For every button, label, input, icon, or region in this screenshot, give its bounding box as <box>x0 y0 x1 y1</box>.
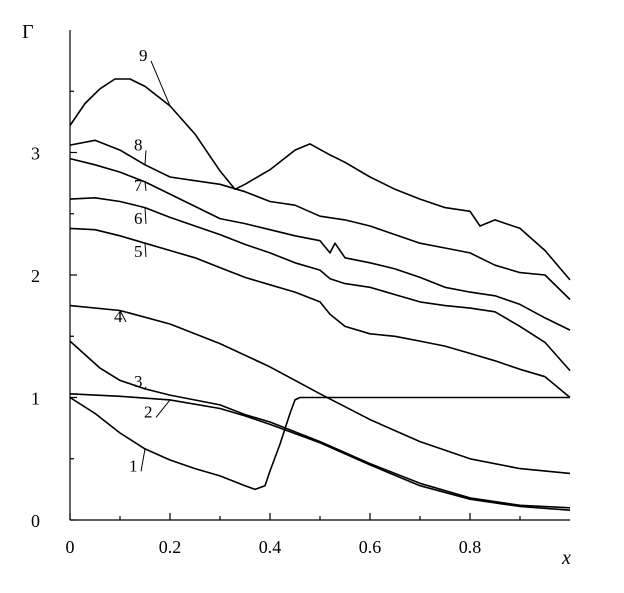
curve-6-leader <box>144 207 147 224</box>
curve-8-label: 8 <box>134 135 143 154</box>
curve-8-leader <box>144 150 147 165</box>
curve-9-label: 9 <box>139 46 148 65</box>
curve-1 <box>69 396 570 491</box>
y-tick-label: 2 <box>31 266 40 286</box>
curve-3 <box>69 340 571 509</box>
curve-5 <box>69 227 571 399</box>
y-tick-label: 3 <box>31 144 40 164</box>
x-axis-title: x <box>561 547 571 569</box>
y-tick-label: 0 <box>31 511 40 531</box>
curve-7-leader <box>144 181 147 191</box>
x-tick-label: 0.6 <box>359 537 382 557</box>
curve-8 <box>69 139 571 301</box>
curve-6 <box>69 197 571 372</box>
x-tick-label: 0.4 <box>259 537 282 557</box>
curve-1-leader <box>140 448 146 472</box>
curve-2-label: 2 <box>144 402 153 421</box>
curve-4-label: 4 <box>114 307 123 326</box>
curve-group <box>69 78 571 511</box>
curve-1-label: 1 <box>129 456 138 475</box>
curve-9-leader <box>150 60 171 107</box>
curve-2 <box>69 393 571 511</box>
y-axis-title: Γ <box>22 21 34 43</box>
curve-4 <box>69 304 571 475</box>
curve-3-label: 3 <box>134 372 143 391</box>
curve-7 <box>69 157 571 331</box>
x-tick-label: 0 <box>66 537 75 557</box>
curve-4-leader <box>119 310 127 323</box>
curve-3-leader <box>144 386 147 390</box>
x-tick-label: 0.8 <box>459 537 482 557</box>
curve-2-leader <box>155 399 171 418</box>
curve-7-label: 7 <box>134 176 143 195</box>
curve-9 <box>69 78 571 281</box>
curve-6-label: 6 <box>134 209 143 228</box>
x-tick-label: 0.2 <box>159 537 182 557</box>
y-tick-label: 1 <box>31 389 40 409</box>
curve-5-leader <box>144 243 147 257</box>
curve-5-label: 5 <box>134 242 143 261</box>
